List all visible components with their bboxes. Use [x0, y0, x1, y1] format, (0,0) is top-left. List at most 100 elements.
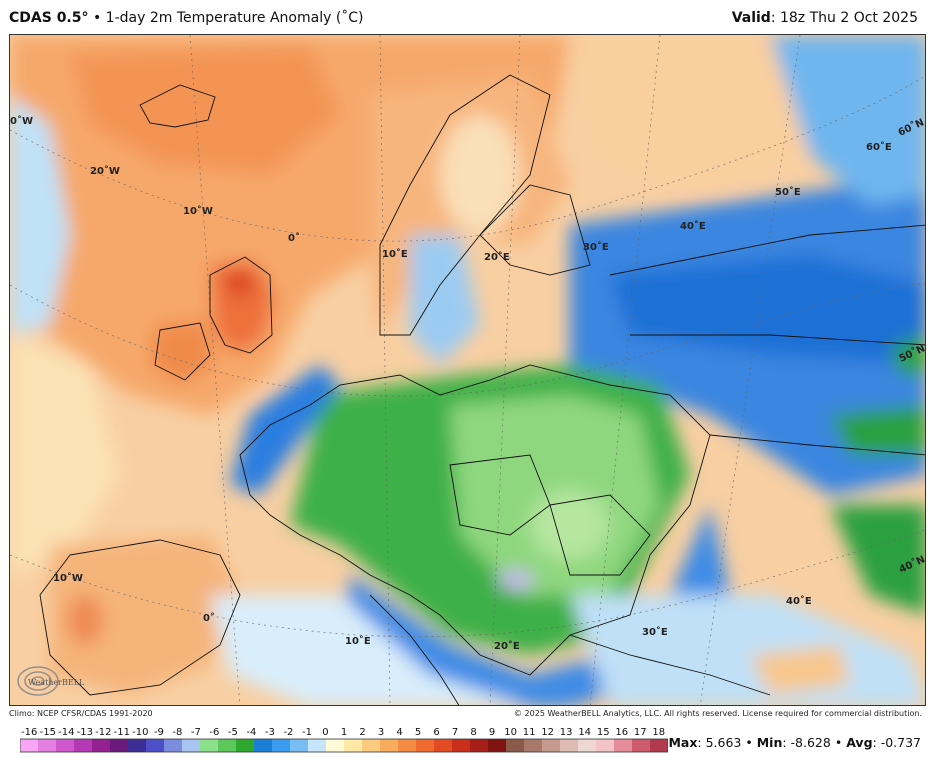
- colorbar-tick-label: 0: [322, 727, 328, 738]
- max-value: : 5.663: [697, 735, 742, 750]
- map-canvas: 0˚W 20˚W 10˚W 0˚ 10˚E 20˚E 30˚E 40˚E 50˚…: [10, 35, 925, 705]
- lon-label: 10˚E: [382, 248, 408, 260]
- weatherbell-logo: WeatherBELL: [17, 666, 85, 696]
- colorbar-cell: [218, 739, 237, 752]
- lon-label: 20˚E: [494, 640, 520, 652]
- colorbar-tick-label: -3: [265, 727, 275, 738]
- colorbar-tick-label: -8: [172, 727, 182, 738]
- colorbar-tick-label: 4: [396, 727, 402, 738]
- colorbar-tick-label: 7: [452, 727, 458, 738]
- colorbar-tick-label: 18: [652, 727, 665, 738]
- colorbar-cell: [344, 739, 363, 752]
- colorbar-cell: [182, 739, 201, 752]
- colorbar-cell: [74, 739, 93, 752]
- colorbar-cell: [524, 739, 543, 752]
- lon-label: 0˚: [203, 612, 215, 624]
- lon-label: 20˚E: [484, 251, 510, 263]
- colorbar-cell: [596, 739, 615, 752]
- colorbar-tick-label: -16: [21, 727, 37, 738]
- colorbar-cell: [452, 739, 471, 752]
- header: CDAS 0.5° • 1-day 2m Temperature Anomaly…: [0, 0, 935, 34]
- colorbar-cell: [56, 739, 75, 752]
- colorbar-cell: [326, 739, 345, 752]
- stats-summary: Max: 5.663 • Min: -8.628 • Avg: -0.737: [668, 735, 921, 750]
- colorbar-cell: [416, 739, 435, 752]
- colorbar-tick-label: 1: [341, 727, 347, 738]
- colorbar-cell: [38, 739, 57, 752]
- colorbar-cells: [20, 739, 668, 752]
- colorbar-cell: [434, 739, 453, 752]
- colorbar-cell: [92, 739, 111, 752]
- colorbar-tick-label: 17: [634, 727, 647, 738]
- model-name: CDAS 0.5: [9, 10, 82, 26]
- colorbar-tick-label: -2: [283, 727, 293, 738]
- colorbar-tick-label: -15: [40, 727, 56, 738]
- lon-label: 40˚E: [680, 220, 706, 232]
- valid-time: Valid: 18z Thu 2 Oct 2025: [732, 10, 918, 26]
- lon-label: 10˚E: [345, 635, 371, 647]
- colorbar-cell: [254, 739, 273, 752]
- colorbar-tick-label: 2: [359, 727, 365, 738]
- lon-label: 60˚E: [866, 141, 892, 153]
- avg-label: Avg: [846, 735, 873, 750]
- colorbar-tick-label: -4: [246, 727, 256, 738]
- colorbar-cell: [542, 739, 561, 752]
- colorbar-cell: [506, 739, 525, 752]
- avg-value: : -0.737: [872, 735, 921, 750]
- colorbar-cell: [470, 739, 489, 752]
- lon-label: 10˚W: [183, 205, 213, 217]
- lon-label: 30˚E: [583, 241, 609, 253]
- lon-label: 40˚E: [786, 595, 812, 607]
- colorbar-tick-label: -11: [114, 727, 130, 738]
- colorbar-cell: [110, 739, 129, 752]
- colorbar-tick-label: -14: [58, 727, 74, 738]
- colorbar-cell: [200, 739, 219, 752]
- colorbar-tick-label: 12: [541, 727, 554, 738]
- min-value: : -8.628: [782, 735, 831, 750]
- colorbar-tick-label: 5: [415, 727, 421, 738]
- graticule: [10, 35, 925, 705]
- colorbar-tick-label: 10: [504, 727, 517, 738]
- coastlines: [39, 74, 925, 705]
- lon-label: 20˚W: [90, 165, 120, 177]
- colorbar-cell: [272, 739, 291, 752]
- colorbar-cell: [146, 739, 165, 752]
- colorbar-ticks: -16 -15 -14 -13 -12 -11 -10 -9 -8 -7 -6 -5 -4 -3 -2 -1 0…: [21, 727, 665, 738]
- colorbar-tick-label: -1: [302, 727, 312, 738]
- colorbar-cell: [236, 739, 255, 752]
- colorbar-cell: [380, 739, 399, 752]
- product-name: 1-day 2m Temperature Anomaly (˚C): [105, 10, 364, 26]
- colorbar-tick-label: 11: [523, 727, 536, 738]
- colorbar-tick-label: 9: [489, 727, 495, 738]
- lon-label: 0˚: [288, 232, 300, 244]
- svg-text:WeatherBELL: WeatherBELL: [28, 678, 85, 687]
- colorbar-tick-label: 13: [560, 727, 573, 738]
- colorbar-cell: [614, 739, 633, 752]
- colorbar-cell: [20, 739, 39, 752]
- colorbar-cell: [290, 739, 309, 752]
- colorbar-cell: [488, 739, 507, 752]
- colorbar-tick-label: -10: [132, 727, 148, 738]
- colorbar-cell: [398, 739, 417, 752]
- colorbar-cell: [308, 739, 327, 752]
- colorbar-cell: [578, 739, 597, 752]
- lon-label: 0˚W: [10, 115, 33, 127]
- map-title: CDAS 0.5° • 1-day 2m Temperature Anomaly…: [9, 10, 364, 26]
- colorbar-tick-label: -9: [154, 727, 164, 738]
- anomaly-field: [10, 35, 925, 705]
- lon-label: 30˚E: [642, 626, 668, 638]
- colorbar-cell: [362, 739, 381, 752]
- copyright-notice: © 2025 WeatherBELL Analytics, LLC. All r…: [514, 709, 922, 718]
- colorbar-tick-label: 15: [597, 727, 610, 738]
- title-separator: •: [92, 10, 102, 26]
- valid-label: Valid: [731, 10, 771, 26]
- climo-credit: Climo: NCEP CFSR/CDAS 1991-2020: [9, 709, 153, 718]
- colorbar-tick-label: -12: [95, 727, 111, 738]
- colorbar-cell: [164, 739, 183, 752]
- colorbar-tick-label: -7: [191, 727, 201, 738]
- colorbar-cell: [560, 739, 579, 752]
- valid-value: : 18z Thu 2 Oct 2025: [770, 10, 918, 26]
- colorbar-tick-label: 8: [470, 727, 476, 738]
- lon-label: 10˚W: [53, 572, 83, 584]
- colorbar-tick-label: -13: [77, 727, 93, 738]
